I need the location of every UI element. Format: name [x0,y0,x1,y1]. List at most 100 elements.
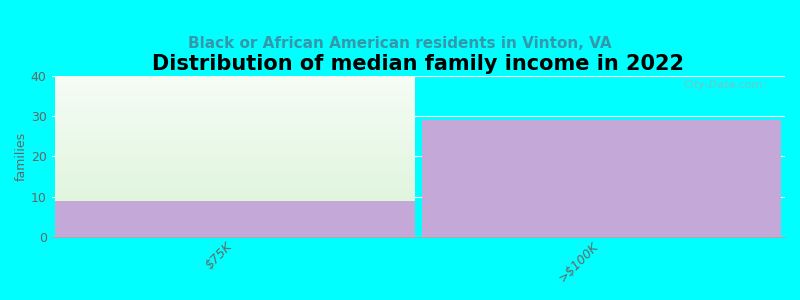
Bar [55,125,414,126]
Bar [55,167,414,168]
Bar [55,82,414,83]
Bar [55,105,414,106]
Bar [55,170,414,171]
Bar [55,172,414,173]
Bar [55,182,414,183]
Bar [55,138,414,139]
Bar [55,128,414,129]
Bar [55,185,414,186]
Bar [55,77,414,78]
Bar [55,129,414,130]
Bar [55,195,414,196]
Bar [55,171,414,172]
Bar [55,189,414,190]
Bar [55,140,414,141]
Bar [55,177,414,178]
Bar [55,190,414,191]
Bar [55,116,414,117]
Bar [55,173,414,174]
Bar [55,130,414,131]
Bar [55,184,414,185]
Bar [55,136,414,137]
Bar [55,196,414,197]
Bar [55,137,414,138]
Bar [55,81,414,82]
Bar [55,96,414,97]
Bar [55,115,414,116]
Bar [55,191,414,192]
Bar [55,201,414,237]
Bar [55,100,414,101]
Bar [55,165,414,166]
Bar [55,90,414,91]
Bar [55,89,414,90]
Bar [55,110,414,111]
Bar [55,80,414,81]
Bar [55,155,414,156]
Bar [55,117,414,118]
Bar [55,148,414,149]
Bar [55,86,414,87]
Bar [55,122,414,123]
Bar [55,84,414,85]
Bar [55,134,414,135]
Bar [55,88,414,89]
Bar [55,183,414,184]
Bar [55,123,414,124]
Bar [55,175,414,176]
Bar [55,159,414,160]
Bar [55,139,414,140]
Bar [55,154,414,155]
Bar [55,200,414,201]
Bar [55,91,414,92]
Bar [55,111,414,112]
Bar [55,143,414,144]
Bar [55,126,414,127]
Bar [55,153,414,154]
Text: Black or African American residents in Vinton, VA: Black or African American residents in V… [188,36,612,51]
Bar [55,107,414,108]
Bar [55,150,414,151]
Bar [55,94,414,95]
Bar [55,135,414,136]
Bar [55,104,414,105]
Bar [55,92,414,93]
Bar [55,87,414,88]
Bar [55,133,414,134]
Bar [55,121,414,122]
Bar [55,102,414,103]
Bar [55,103,414,104]
Bar [55,158,414,159]
Bar [55,79,414,80]
Bar [55,142,414,143]
Bar [55,98,414,99]
Bar [55,160,414,161]
Bar [55,168,414,169]
Bar [55,131,414,132]
Bar [55,114,414,115]
Title: Distribution of median family income in 2022: Distribution of median family income in … [152,54,684,74]
Bar [55,181,414,182]
Bar [55,108,414,109]
Bar [55,157,414,158]
Bar [55,132,414,133]
Bar [55,162,414,163]
Bar [55,186,414,187]
Bar [55,112,414,113]
Bar [55,147,414,148]
Bar [55,164,414,165]
Bar [55,156,414,157]
Bar [55,149,414,150]
Bar [55,166,414,167]
Bar [55,169,414,170]
Bar [55,118,414,119]
Bar [55,113,414,114]
Bar [55,188,414,189]
Bar [55,119,414,120]
Bar [55,78,414,79]
Bar [55,199,414,200]
Bar [55,163,414,164]
Bar [55,93,414,94]
Bar [55,99,414,100]
Bar [55,109,414,110]
